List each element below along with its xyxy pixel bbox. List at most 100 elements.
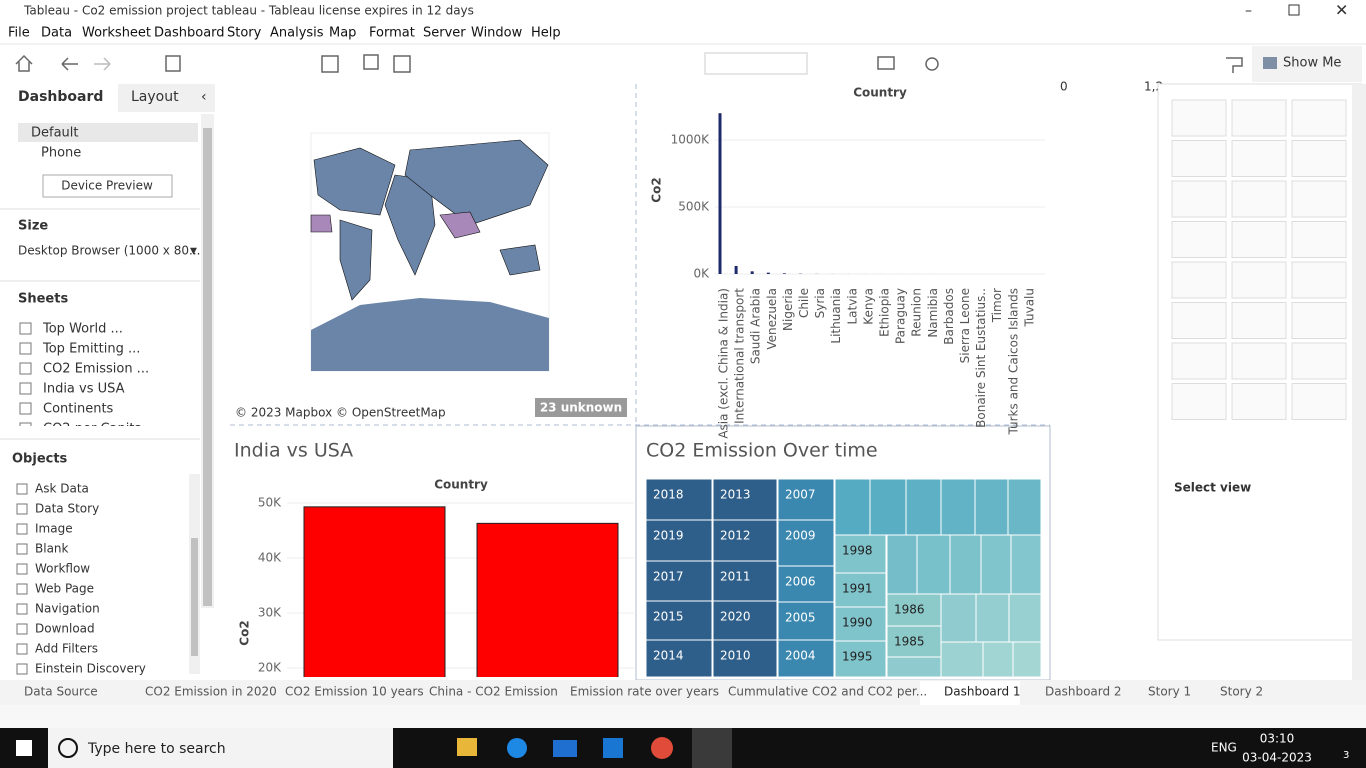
forward-icon[interactable] <box>94 57 111 71</box>
tableau-task[interactable] <box>692 728 732 768</box>
treemap-cell[interactable] <box>777 478 835 521</box>
object-item[interactable]: Ask Data <box>35 482 89 496</box>
sheet-tab[interactable]: Cummulative CO2 and CO2 per... <box>728 685 927 699</box>
treemap-cell[interactable] <box>940 641 984 678</box>
map[interactable] <box>310 132 550 372</box>
treemap-cell[interactable] <box>777 601 835 641</box>
treemap-cell[interactable] <box>949 534 982 595</box>
object-item[interactable]: Einstein Discovery <box>35 662 146 676</box>
chart-type-option[interactable] <box>1171 180 1227 218</box>
treemap-cell[interactable] <box>645 560 713 602</box>
language[interactable]: ENG <box>1211 741 1237 755</box>
treemap-cell[interactable] <box>886 625 942 658</box>
sheet-item[interactable]: Top Emitting ... <box>42 342 140 357</box>
treemap-cell[interactable] <box>886 593 942 627</box>
treemap-cell[interactable] <box>940 593 977 643</box>
new-sheet-icon[interactable] <box>321 55 339 73</box>
sheet-item[interactable]: CO2 Emission ... <box>43 362 149 377</box>
sheet-tab[interactable]: CO2 Emission in 2020 <box>145 685 277 699</box>
chart-type-option[interactable] <box>1171 342 1227 380</box>
explorer-icon[interactable] <box>457 738 477 756</box>
treemap-cell[interactable] <box>916 534 951 595</box>
treemap-cell[interactable] <box>975 593 1010 643</box>
minimize[interactable]: – <box>1245 3 1252 19</box>
treemap-cell[interactable] <box>712 560 778 602</box>
sheet-tab[interactable]: Data Source <box>24 685 98 699</box>
presentation-icon[interactable] <box>877 56 895 70</box>
search-box[interactable] <box>48 728 393 768</box>
treemap-cell[interactable] <box>777 639 835 678</box>
treemap-cell[interactable] <box>712 600 778 641</box>
notification-count[interactable]: 3 <box>1343 750 1349 761</box>
sheet-tab[interactable]: Emission rate over years <box>570 685 719 699</box>
sheet-tab[interactable]: Dashboard 1 <box>944 685 1021 699</box>
mail-icon[interactable] <box>553 740 577 757</box>
menu-item[interactable]: Map <box>329 26 356 41</box>
treemap-cell[interactable] <box>645 639 713 678</box>
chart-type-option[interactable] <box>1291 140 1347 177</box>
menu-item[interactable]: File <box>8 26 30 41</box>
treemap-cell[interactable] <box>712 639 778 678</box>
chart-type-option[interactable] <box>1291 383 1347 420</box>
menu-item[interactable]: Worksheet <box>82 26 151 41</box>
chrome-icon[interactable] <box>651 737 673 759</box>
device-item[interactable]: Phone <box>41 146 81 161</box>
treemap-cell[interactable] <box>886 656 942 678</box>
treemap-cell[interactable] <box>905 478 942 536</box>
clear-icon[interactable] <box>393 55 411 73</box>
object-item[interactable]: Image <box>35 522 73 536</box>
treemap-cell[interactable] <box>645 478 713 521</box>
unknown-badge[interactable] <box>535 398 627 417</box>
sheet-tab[interactable]: Story 2 <box>1220 685 1263 699</box>
chart-type-option[interactable] <box>1291 180 1347 218</box>
chart-type-option[interactable] <box>1171 261 1227 299</box>
collapse-icon[interactable]: ‹ <box>201 89 207 105</box>
chart-type-option[interactable] <box>1231 342 1287 380</box>
search-placeholder[interactable]: Type here to search <box>87 741 226 757</box>
device-preview-label[interactable]: Device Preview <box>61 179 153 193</box>
close[interactable]: ✕ <box>1335 1 1348 20</box>
treemap-cell[interactable] <box>1007 478 1042 536</box>
device-item[interactable]: Default <box>31 126 79 141</box>
treemap-cell[interactable] <box>974 478 1009 536</box>
treemap-cell[interactable] <box>645 600 713 641</box>
menu-item[interactable]: Server <box>423 26 466 41</box>
object-item[interactable]: Data Story <box>35 502 99 516</box>
object-item[interactable]: Workflow <box>35 562 90 576</box>
sheet-item[interactable]: Top World ... <box>42 322 123 337</box>
treemap-cell[interactable] <box>777 565 835 603</box>
size-dropdown[interactable]: Desktop Browser (1000 x 80... <box>18 244 200 258</box>
sheet-tab[interactable]: China - CO2 Emission <box>429 685 558 699</box>
object-item[interactable]: Web Page <box>35 582 94 596</box>
scroll-thumb[interactable] <box>191 538 198 656</box>
clock-time[interactable]: 03:10 <box>1260 732 1295 746</box>
treemap-cell[interactable] <box>777 519 835 567</box>
dropdown-arrow[interactable]: ▼ <box>190 247 197 257</box>
sheet-item[interactable]: India vs USA <box>43 382 125 397</box>
sheet-item[interactable]: Continents <box>43 402 114 417</box>
treemap-cell[interactable] <box>980 534 1012 595</box>
chart-type-option[interactable] <box>1231 99 1287 137</box>
chart-type-option[interactable] <box>1231 180 1287 218</box>
chart-type-option[interactable] <box>1231 383 1287 420</box>
maximize[interactable] <box>1288 4 1300 16</box>
object-item[interactable]: Download <box>35 622 95 636</box>
scrollbar[interactable] <box>1352 84 1366 680</box>
store-icon[interactable] <box>603 738 623 758</box>
sheet-tab[interactable]: Story 1 <box>1148 685 1191 699</box>
device-preview-button[interactable] <box>42 174 173 198</box>
fit-dropdown[interactable] <box>704 52 808 75</box>
unknown-label[interactable]: 23 unknown <box>540 401 622 415</box>
sheet-tab[interactable]: Dashboard 2 <box>1045 685 1122 699</box>
treemap-cell[interactable] <box>834 572 887 608</box>
format-icon[interactable] <box>1226 57 1243 73</box>
sheet-tab[interactable]: CO2 Emission 10 years <box>285 685 424 699</box>
share-icon[interactable] <box>925 57 939 71</box>
menu-item[interactable]: Analysis <box>270 26 324 41</box>
menu-item[interactable]: Format <box>369 26 415 41</box>
treemap-cell[interactable] <box>834 640 887 678</box>
chart-type-option[interactable] <box>1171 383 1227 420</box>
menu-item[interactable]: Dashboard <box>154 26 225 41</box>
treemap-cell[interactable] <box>982 641 1014 678</box>
object-item[interactable]: Blank <box>35 542 69 556</box>
